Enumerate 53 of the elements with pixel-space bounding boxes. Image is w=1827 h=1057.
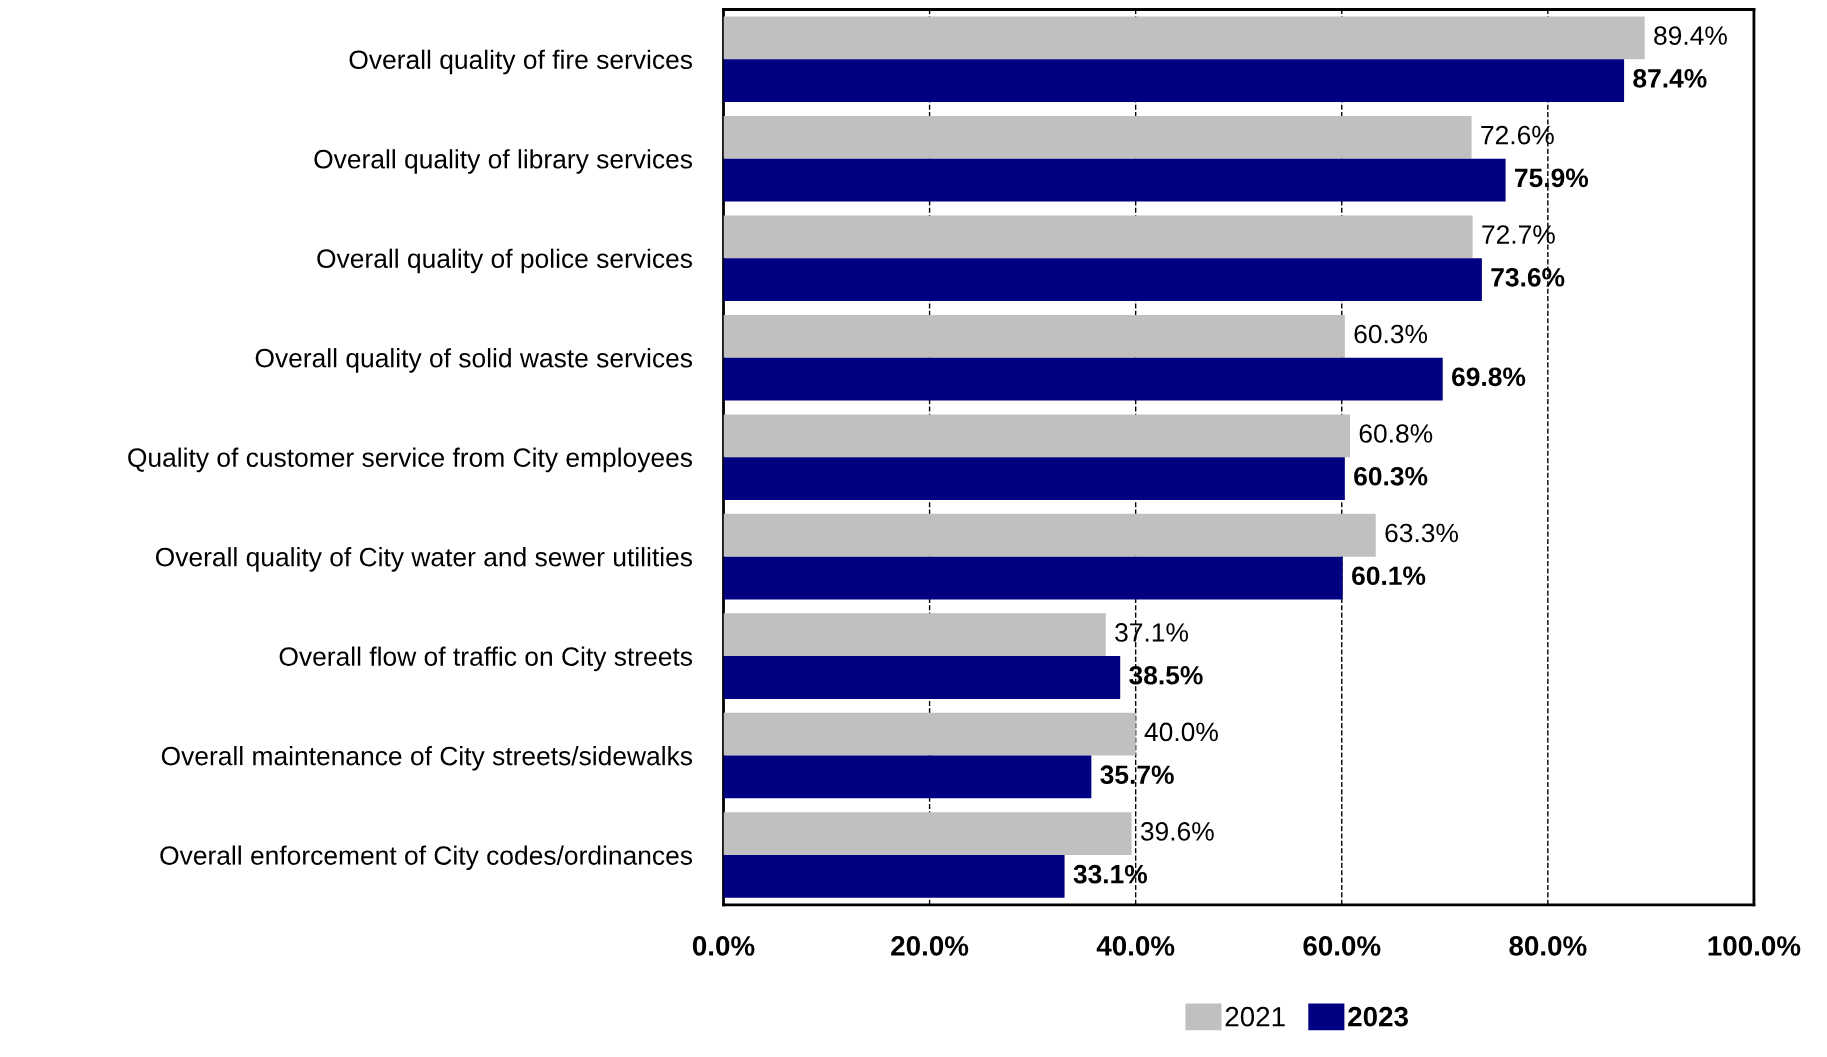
- data-label: 60.1%: [1352, 566, 1426, 586]
- data-label: 37.1%: [1115, 623, 1188, 642]
- bar: [723, 357, 1443, 401]
- data-label: 73.6%: [1491, 267, 1565, 287]
- data-label: 87.4%: [1633, 69, 1707, 88]
- y-tick-label: Quality of customer service from City employees: [128, 447, 693, 473]
- bar: [723, 513, 1376, 557]
- bar: [723, 712, 1136, 756]
- bar: [723, 16, 1645, 60]
- data-label: 60.3%: [1354, 324, 1428, 344]
- bar: [723, 314, 1345, 358]
- x-tick-label: 0.0%: [692, 936, 755, 956]
- x-tick-label: 60.0%: [1303, 936, 1381, 956]
- data-label: 60.8%: [1359, 424, 1433, 443]
- bar: [723, 215, 1473, 259]
- bar: [723, 755, 1092, 799]
- data-label: 89.4%: [1654, 26, 1727, 45]
- legend-label: 2023: [1348, 1006, 1408, 1027]
- x-tick-label: 80.0%: [1509, 936, 1587, 956]
- bar: [723, 258, 1482, 301]
- legend-label: 2021: [1225, 1006, 1285, 1027]
- data-label: 72.7%: [1482, 225, 1555, 244]
- bar: [723, 613, 1106, 657]
- data-label: 38.5%: [1129, 665, 1203, 685]
- y-tick-label: Overall quality of police services: [317, 248, 692, 274]
- y-tick-label: Overall quality of solid waste services: [255, 348, 693, 373]
- data-label: 75.9%: [1515, 168, 1589, 188]
- bar: [723, 656, 1121, 699]
- bar: [723, 556, 1343, 600]
- bar: [723, 855, 1065, 898]
- bar: [723, 59, 1625, 103]
- data-label: 63.3%: [1385, 523, 1458, 543]
- x-tick-label: 20.0%: [891, 936, 969, 956]
- y-tick-label: Overall flow of traffic on City streets: [279, 646, 693, 672]
- data-label: 72.6%: [1481, 125, 1554, 145]
- data-label: 33.1%: [1073, 864, 1148, 884]
- data-label: 69.8%: [1452, 367, 1526, 387]
- data-label: 39.6%: [1140, 822, 1214, 841]
- y-tick-label: Overall quality of City water and sewer utilities: [155, 547, 693, 572]
- data-label: 60.3%: [1354, 466, 1428, 486]
- bar: [723, 414, 1350, 458]
- y-tick-label: Overall enforcement of City codes/ordinances: [160, 845, 693, 871]
- x-tick-label: 40.0%: [1096, 936, 1175, 956]
- data-label: 35.7%: [1100, 765, 1174, 785]
- y-tick-label: Overall maintenance of City streets/sidewalks: [161, 746, 693, 771]
- bar: [723, 158, 1506, 202]
- data-label: 40.0%: [1144, 722, 1218, 742]
- y-tick-label: Overall quality of fire services: [349, 49, 692, 75]
- y-tick-label: Overall quality of library services: [314, 149, 692, 174]
- bar: [723, 457, 1345, 500]
- bar: [723, 812, 1132, 856]
- x-tick-label: 100.0%: [1708, 936, 1801, 956]
- bar: [723, 115, 1472, 159]
